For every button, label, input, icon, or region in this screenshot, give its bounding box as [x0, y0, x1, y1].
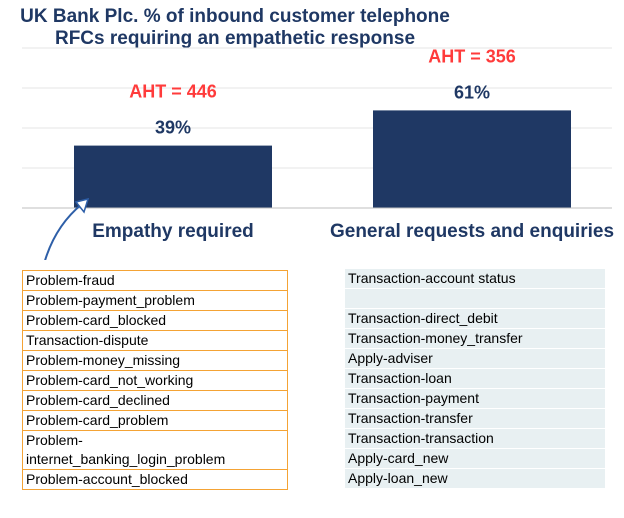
general-list-item: Transaction-loan — [345, 369, 605, 388]
category-label: General requests and enquiries — [330, 221, 614, 242]
general-list-item: Transaction-transaction — [345, 429, 605, 448]
bar — [373, 110, 571, 208]
bar — [74, 145, 272, 208]
general-list-item: Transaction-transfer — [345, 409, 605, 428]
empathy-list-item: Problem-money_missing — [23, 351, 287, 371]
general-list-item: Apply-card_new — [345, 449, 605, 468]
category-label: Empathy required — [92, 221, 254, 242]
general-list-item: Transaction-account status — [345, 269, 605, 288]
empathy-list-item: Problem-internet_banking_login_problem — [23, 431, 287, 470]
chart-title-line-1: UK Bank Plc. % of inbound customer telep… — [20, 6, 450, 27]
pointer-arrowhead — [74, 197, 90, 214]
empathy-list-item: Problem-fraud — [23, 271, 287, 291]
bar-chart: 39% AHT = 446 Empathy required 61% AHT = 356… — [22, 46, 614, 260]
empathy-list-item: Problem-card_blocked — [23, 311, 287, 331]
empathy-list-item: Problem-card_declined — [23, 391, 287, 411]
chart-title: UK Bank Plc. % of inbound customer telep… — [0, 6, 470, 50]
general-list-item: Apply-adviser — [345, 349, 605, 368]
value-label: 61% — [454, 82, 490, 102]
general-list-item: Transaction-direct_debit — [345, 309, 605, 328]
value-label: 39% — [155, 118, 191, 138]
empathy-rfc-list: Problem-fraud Problem-payment_problem Prob… — [22, 270, 288, 490]
general-list-item — [345, 289, 605, 308]
general-list-item: Transaction-money_transfer — [345, 329, 605, 348]
empathy-list-item: Problem-payment_problem — [23, 291, 287, 311]
aht-annotation: AHT = 446 — [129, 82, 217, 102]
pointer-arrow — [44, 203, 83, 260]
general-list-item: Apply-loan_new — [345, 469, 605, 488]
general-list-item: Transaction-payment — [345, 389, 605, 408]
general-rfc-list: Transaction-account status Transaction-di… — [345, 269, 605, 489]
empathy-list-item: Problem-card_not_working — [23, 371, 287, 391]
chart-title-line-2: RFCs requiring an empathetic response — [54, 28, 416, 49]
empathy-list-item: Transaction-dispute — [23, 331, 287, 351]
empathy-list-item: Problem-card_problem — [23, 411, 287, 431]
aht-annotation: AHT = 356 — [428, 46, 516, 66]
empathy-list-item: Problem-account_blocked — [23, 470, 287, 490]
